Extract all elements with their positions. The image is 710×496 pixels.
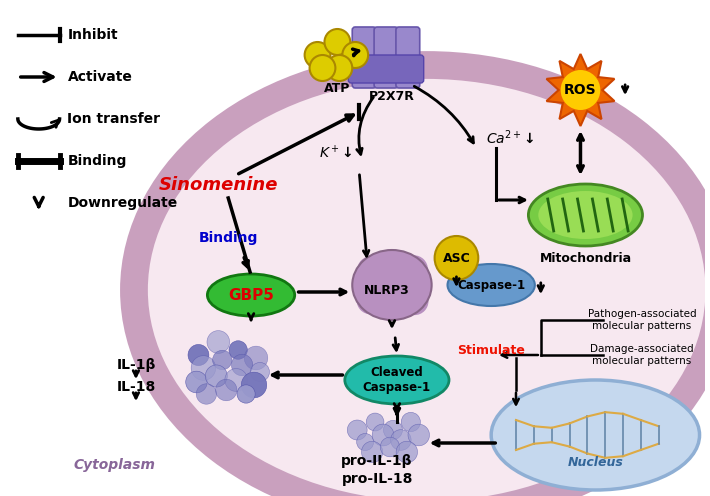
Text: pro-IL-1β
pro-IL-18: pro-IL-1β pro-IL-18	[342, 454, 413, 486]
Circle shape	[400, 287, 429, 315]
Circle shape	[357, 256, 385, 284]
Text: Damage-associated
molecular patterns: Damage-associated molecular patterns	[590, 344, 694, 366]
Circle shape	[251, 363, 270, 381]
Text: Sinomenine: Sinomenine	[158, 176, 278, 194]
FancyBboxPatch shape	[396, 27, 420, 88]
Circle shape	[383, 421, 403, 439]
Text: Mitochondria: Mitochondria	[540, 252, 631, 265]
Circle shape	[231, 354, 253, 376]
Text: IL-18: IL-18	[116, 380, 155, 394]
Circle shape	[196, 384, 217, 404]
Circle shape	[435, 236, 479, 280]
Text: Activate: Activate	[67, 70, 132, 84]
Text: Binding: Binding	[67, 154, 127, 168]
Text: Inhibit: Inhibit	[67, 28, 118, 42]
Text: Binding: Binding	[199, 231, 258, 245]
Circle shape	[381, 437, 400, 457]
Text: Caspase-1: Caspase-1	[457, 278, 525, 292]
Ellipse shape	[538, 191, 633, 239]
Circle shape	[401, 412, 420, 432]
Circle shape	[216, 379, 237, 401]
Circle shape	[191, 356, 216, 380]
Circle shape	[188, 345, 209, 366]
Circle shape	[400, 255, 428, 283]
Circle shape	[356, 434, 373, 450]
Text: $K^+$↓: $K^+$↓	[319, 144, 352, 160]
Ellipse shape	[207, 274, 295, 316]
Text: GBP5: GBP5	[228, 288, 274, 303]
Text: NLRP3: NLRP3	[364, 284, 410, 297]
Circle shape	[207, 331, 229, 353]
Circle shape	[561, 70, 601, 110]
Text: ASC: ASC	[442, 251, 470, 264]
Ellipse shape	[134, 65, 710, 496]
Circle shape	[361, 441, 383, 463]
Circle shape	[408, 424, 430, 446]
Text: P2X7R: P2X7R	[369, 89, 415, 103]
Text: Pathogen-associated
molecular patterns: Pathogen-associated molecular patterns	[588, 309, 697, 331]
Text: Downregulate: Downregulate	[67, 196, 178, 210]
Text: Cleaved
Caspase-1: Cleaved Caspase-1	[363, 366, 431, 394]
Text: $Ca^{2+}$↓: $Ca^{2+}$↓	[486, 128, 535, 146]
Circle shape	[212, 350, 232, 370]
Text: IL-1β: IL-1β	[116, 358, 155, 372]
Circle shape	[186, 371, 207, 393]
FancyBboxPatch shape	[374, 27, 398, 88]
Circle shape	[237, 385, 255, 403]
Ellipse shape	[447, 264, 535, 306]
Polygon shape	[547, 54, 614, 126]
Text: ATP: ATP	[324, 81, 351, 95]
Circle shape	[366, 413, 384, 431]
Circle shape	[372, 424, 394, 446]
Circle shape	[327, 55, 352, 81]
FancyBboxPatch shape	[349, 55, 424, 83]
Text: Stimulate: Stimulate	[457, 344, 525, 357]
Circle shape	[310, 55, 335, 81]
Circle shape	[229, 341, 247, 359]
Text: Nucleus: Nucleus	[567, 456, 623, 470]
Ellipse shape	[528, 184, 643, 246]
Circle shape	[342, 42, 368, 68]
Circle shape	[391, 430, 411, 450]
FancyBboxPatch shape	[352, 27, 376, 88]
Circle shape	[324, 29, 350, 55]
Circle shape	[225, 369, 248, 391]
Ellipse shape	[352, 250, 432, 320]
Circle shape	[347, 420, 367, 440]
Circle shape	[305, 42, 330, 68]
Circle shape	[396, 441, 417, 463]
Circle shape	[356, 286, 384, 314]
Text: Cytoplasm: Cytoplasm	[73, 458, 155, 472]
Ellipse shape	[345, 356, 449, 404]
Circle shape	[205, 365, 227, 387]
Text: Ion transfer: Ion transfer	[67, 112, 160, 126]
Text: ROS: ROS	[564, 83, 597, 97]
Ellipse shape	[491, 380, 699, 490]
Circle shape	[241, 372, 267, 398]
Circle shape	[244, 346, 268, 370]
